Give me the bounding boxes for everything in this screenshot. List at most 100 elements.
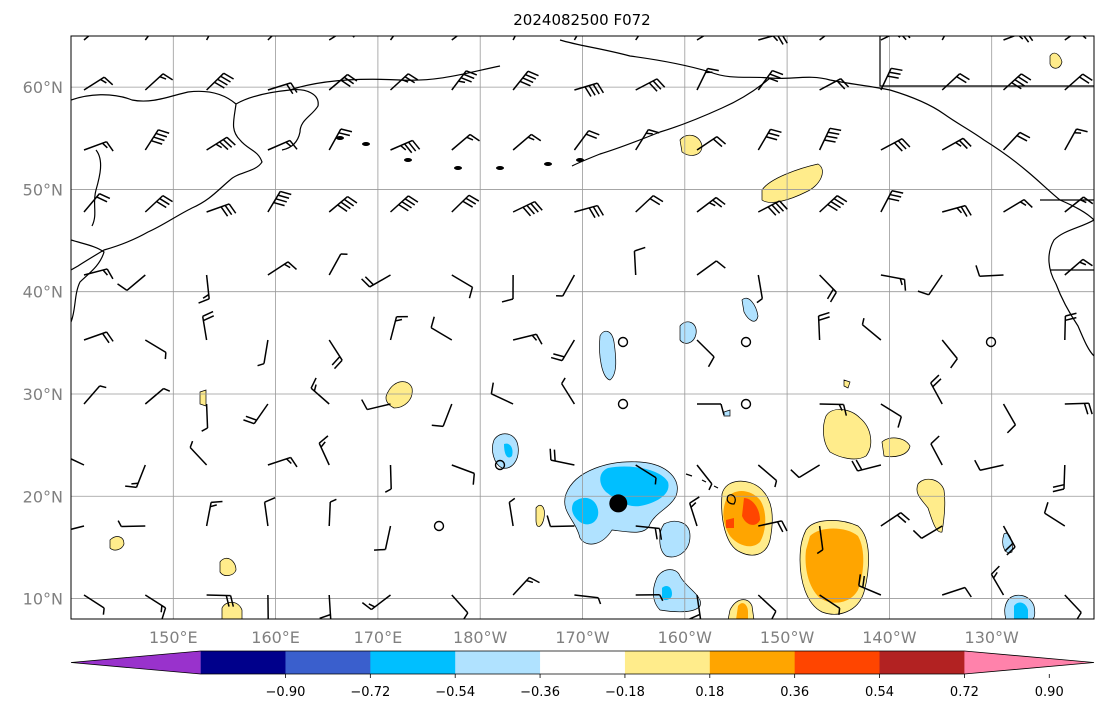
wind-barb [361, 399, 391, 411]
calm-marker [494, 459, 506, 471]
figure-title: 2024082500 F072 [513, 11, 650, 29]
wind-barb [389, 315, 408, 341]
wind-barb [125, 464, 146, 489]
positive-region-k [1049, 52, 1063, 69]
negative-region-d [741, 297, 759, 322]
wind-barb [243, 403, 269, 425]
wind-barb [1043, 501, 1066, 527]
wind-barb [688, 496, 700, 527]
calm-marker [985, 336, 997, 348]
wind-barb [144, 194, 173, 213]
wind-barb [384, 464, 392, 493]
map-frame [70, 35, 1095, 620]
wind-barb [757, 200, 788, 216]
wind-barb [790, 464, 820, 479]
wind-barb [990, 565, 1005, 596]
aleutian-islands [336, 136, 584, 170]
wind-barb [930, 435, 943, 466]
wind-barb [512, 576, 540, 596]
positive-core-southeast [805, 528, 864, 603]
wind-barb [206, 136, 236, 151]
longitude-label: 170°W [555, 628, 610, 647]
wind-barb [144, 387, 171, 405]
wind-barb [501, 274, 514, 303]
colorbar-bin [370, 651, 456, 674]
longitude-label: 180°W [453, 628, 508, 647]
wind-barb [574, 204, 605, 219]
wind-barb [328, 339, 343, 370]
colorbar-tick-label: −0.72 [350, 685, 390, 700]
wind-barb [757, 464, 778, 488]
colorbar-tick-label: 0.54 [865, 685, 894, 700]
wind-barb [633, 246, 646, 276]
wind-barb [328, 128, 353, 151]
calm-marker [617, 336, 629, 348]
coastline-japan [71, 239, 105, 323]
wind-barb [267, 190, 292, 213]
wind-barb [1003, 198, 1033, 213]
colorbar-tick-label: −0.18 [605, 685, 645, 700]
wind-barb [818, 127, 842, 151]
positive-region-d [385, 381, 413, 409]
wind-barb [83, 385, 107, 405]
wind-barb [205, 500, 223, 527]
wind-barb [1002, 73, 1032, 91]
wind-barb [573, 36, 578, 41]
wind-barb [328, 73, 358, 91]
wind-barb [490, 382, 514, 405]
location-marker [609, 494, 628, 513]
negative-core-west [572, 497, 599, 525]
negative-region-b [599, 330, 617, 381]
wind-barb [328, 36, 355, 41]
island [362, 142, 370, 146]
wind-barb [756, 274, 764, 304]
wind-barb [144, 36, 150, 41]
negative-core-f [1014, 602, 1028, 619]
colorbar: −0.90 −0.72 −0.54 −0.36 −0.18 0.18 0.36 0.54 0.7… [70, 650, 1095, 700]
wind-barb [451, 594, 469, 619]
wind-barb [267, 36, 274, 41]
positive-region-f [535, 504, 545, 527]
wind-barb [1064, 73, 1093, 91]
island [454, 166, 462, 170]
wind-barb [1064, 312, 1077, 341]
wind-barbs [71, 36, 1094, 619]
wind-barb [696, 339, 715, 368]
wind-barb [816, 525, 824, 555]
colorbar-bin [200, 651, 286, 674]
wind-barb [635, 128, 660, 151]
positive-peak-hawaii-east [742, 498, 760, 525]
latitude-label: 30°N [23, 385, 63, 404]
longitude-label: 160°E [251, 628, 300, 647]
hawaiian-islands [685, 473, 736, 505]
wind-barb [71, 458, 85, 466]
wind-barb [696, 464, 713, 491]
wind-barb [941, 137, 972, 151]
longitude-label: 160°W [658, 628, 713, 647]
wind-barb [574, 594, 602, 605]
wind-barb [83, 141, 114, 152]
wind-barb [974, 459, 1004, 471]
positive-peak-hawaii-east-b [726, 518, 734, 528]
wind-barb [512, 200, 543, 217]
island [404, 158, 412, 162]
coastline-alaska-peninsula [571, 77, 771, 167]
wind-barb [819, 274, 837, 303]
longitude-label: 170°E [354, 628, 403, 647]
wind-barb [263, 497, 276, 527]
wind-barb [310, 377, 330, 405]
wind-barb [451, 194, 480, 213]
wind-barb [189, 440, 208, 466]
wind-barb [941, 339, 958, 369]
wind-barb [574, 82, 605, 97]
positive-region-g [219, 558, 237, 576]
wind-barb [880, 512, 910, 527]
coastline-alaska [559, 39, 1094, 221]
wind-barb [635, 194, 664, 213]
wind-barb [201, 403, 209, 432]
latitude-label: 20°N [23, 487, 63, 506]
wind-barb [451, 274, 474, 299]
wind-barb [267, 261, 298, 276]
wind-barb [512, 333, 543, 345]
wind-barb [941, 36, 946, 41]
